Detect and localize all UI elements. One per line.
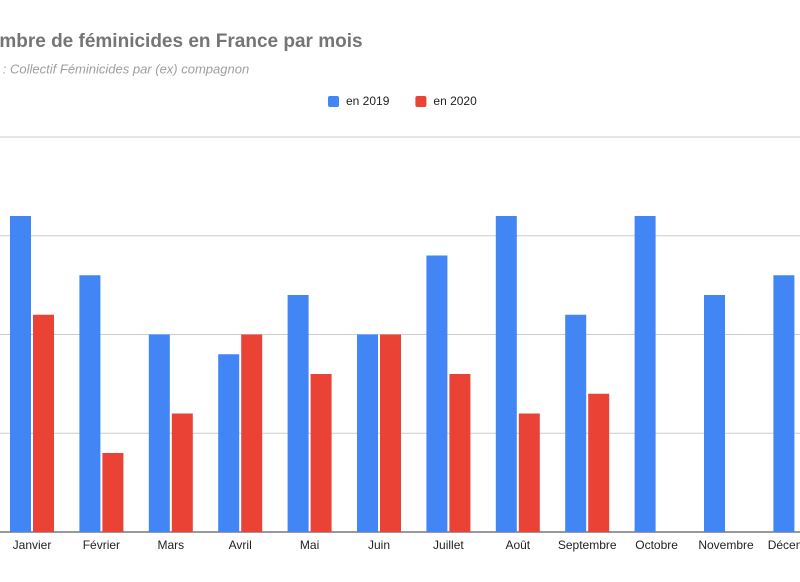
chart-title: Nombre de féminicides en France par mois	[0, 31, 363, 52]
bar	[33, 314, 54, 532]
x-tick-label: Mars	[157, 538, 184, 552]
x-tick-label: Juillet	[433, 538, 464, 552]
bar	[148, 334, 170, 532]
bar	[102, 453, 124, 532]
bar	[773, 275, 795, 532]
legend-label: en 2019	[346, 94, 390, 108]
bar	[449, 374, 471, 532]
bar	[518, 413, 540, 532]
x-tick-label: Novembre	[698, 538, 754, 552]
x-tick-label: Août	[505, 538, 530, 552]
x-tick-label: Octobre	[635, 538, 678, 552]
bar	[10, 216, 31, 532]
x-tick-label: Juin	[368, 538, 390, 552]
x-tick-label: Décembre	[768, 538, 800, 552]
bar	[634, 216, 656, 532]
bar	[171, 413, 193, 532]
chart-subtitle: Source : Collectif Féminicides par (ex) …	[0, 61, 249, 76]
bar	[565, 314, 587, 532]
legend-swatch	[415, 96, 427, 107]
bar	[357, 334, 378, 532]
x-tick-label: Mai	[300, 538, 319, 552]
legend-swatch	[328, 96, 339, 107]
bar	[380, 334, 401, 532]
bar	[704, 295, 725, 532]
bar	[79, 275, 101, 532]
x-tick-label: Février	[83, 538, 120, 552]
bar	[310, 374, 332, 532]
bar	[241, 334, 263, 532]
bar	[495, 216, 517, 532]
bar	[588, 393, 610, 532]
bar	[426, 255, 448, 532]
legend-label: en 2020	[433, 94, 477, 108]
bar	[287, 295, 309, 532]
x-tick-label: Janvier	[13, 538, 52, 552]
x-tick-label: Septembre	[558, 538, 617, 552]
x-tick-label: Avril	[229, 538, 252, 552]
bar	[218, 354, 240, 532]
